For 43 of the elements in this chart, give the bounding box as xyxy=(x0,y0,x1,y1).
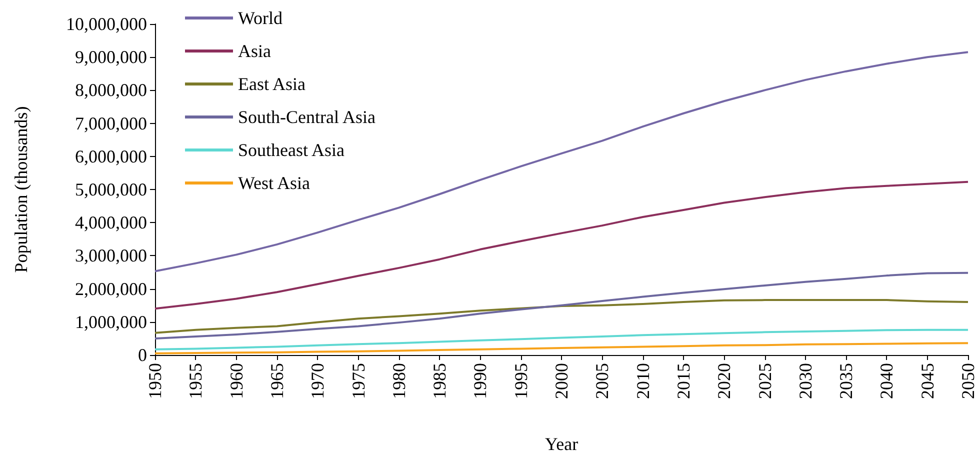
x-tick-label: 2015 xyxy=(673,363,694,399)
x-tick-label: 2050 xyxy=(958,363,978,399)
y-tick-label: 3,000,000 xyxy=(75,246,147,266)
x-tick-label: 1965 xyxy=(266,363,287,399)
y-tick-label: 5,000,000 xyxy=(75,180,147,200)
y-tick-label: 7,000,000 xyxy=(75,113,147,134)
x-tick-label: 2035 xyxy=(836,363,856,399)
x-tick-label: 2000 xyxy=(552,363,572,399)
x-tick-label: 1950 xyxy=(145,363,165,399)
x-tick-label: 1955 xyxy=(186,363,206,399)
y-tick-label: 1,000,000 xyxy=(75,312,147,332)
legend-label: Asia xyxy=(238,41,272,61)
x-tick-label: 2045 xyxy=(917,363,938,399)
legend-label: Southeast Asia xyxy=(238,140,345,160)
y-tick-label: 10,000,000 xyxy=(66,14,147,34)
x-tick-label: 1975 xyxy=(348,363,368,399)
y-axis-title: Population (thousands) xyxy=(11,106,31,273)
x-tick-label: 1960 xyxy=(226,363,246,399)
line-series xyxy=(154,299,969,334)
x-tick-label: 2030 xyxy=(795,363,816,399)
y-tick-label: 9,000,000 xyxy=(75,47,147,68)
legend-label: South-Central Asia xyxy=(238,107,376,127)
x-tick-label: 1985 xyxy=(430,363,450,399)
x-tick-label: 1980 xyxy=(388,363,409,399)
x-tick-label: 2005 xyxy=(592,363,612,399)
legend-label: World xyxy=(238,8,283,28)
x-tick-label: 2040 xyxy=(876,363,897,399)
x-tick-label: 1995 xyxy=(510,363,531,399)
legend-label: West Asia xyxy=(238,173,310,193)
x-tick-label: 1990 xyxy=(470,363,490,399)
y-tick-label: 6,000,000 xyxy=(75,146,147,166)
legend-label: East Asia xyxy=(238,74,306,94)
x-tick-label: 1970 xyxy=(308,363,328,399)
x-axis-title: Year xyxy=(544,434,578,454)
y-tick-label: 4,000,000 xyxy=(75,212,147,233)
y-tick-label: 8,000,000 xyxy=(75,80,147,100)
x-tick-label: 2025 xyxy=(754,363,775,399)
line-series xyxy=(154,328,969,350)
y-tick-label: 0 xyxy=(138,345,147,365)
line-series xyxy=(154,272,969,340)
x-tick-label: 2010 xyxy=(632,363,653,399)
x-tick-label: 2020 xyxy=(714,363,734,399)
y-tick-label: 2,000,000 xyxy=(75,278,147,299)
